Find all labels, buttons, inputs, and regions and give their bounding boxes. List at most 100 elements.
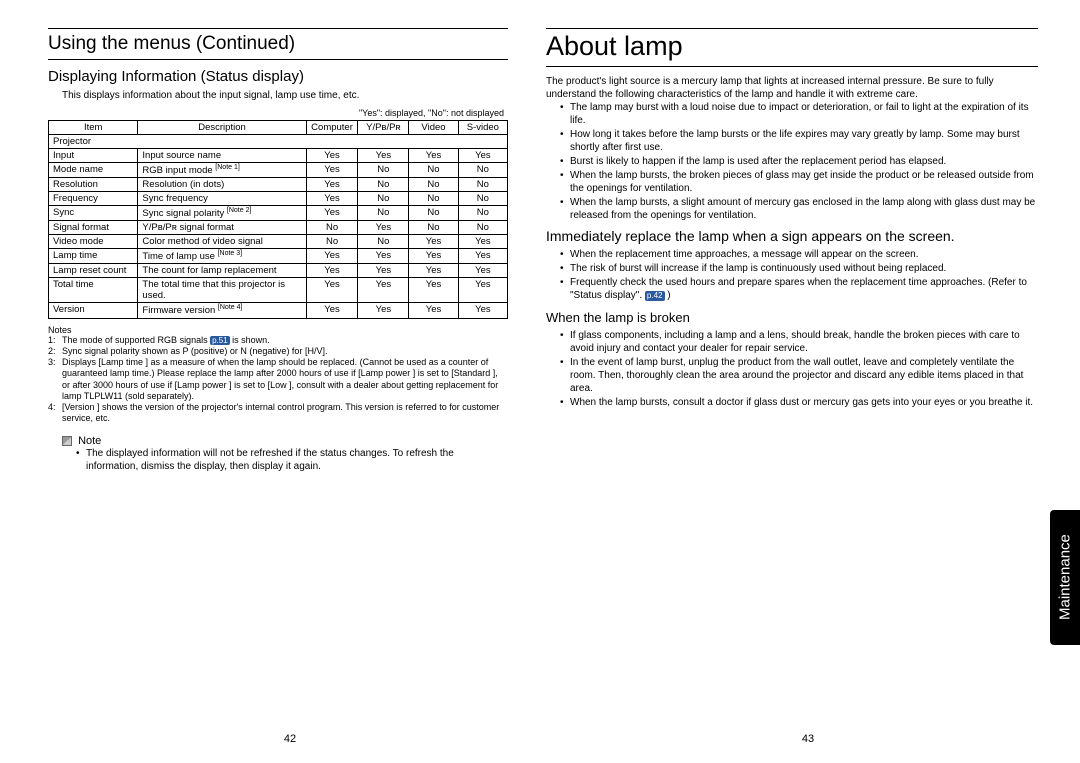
- cell: Y/Pʙ/Pʀ signal format: [138, 221, 306, 235]
- note-item: 1:The mode of supported RGB signals p.51…: [48, 335, 508, 346]
- left-page: Using the menus (Continued) Displaying I…: [48, 28, 538, 474]
- cell: No: [409, 163, 458, 178]
- cell: Sync signal polarity [Note 2]: [138, 206, 306, 221]
- cell: Signal format: [49, 221, 138, 235]
- cell: Video mode: [49, 235, 138, 249]
- note-item: 3:Displays [Lamp time ] as a measure of …: [48, 357, 508, 402]
- cell: Yes: [306, 264, 358, 278]
- cell: Yes: [458, 149, 507, 163]
- cell: Color method of video signal: [138, 235, 306, 249]
- right-sub1: Immediately replace the lamp when a sign…: [546, 228, 1038, 244]
- list-item: The risk of burst will increase if the l…: [560, 262, 1038, 275]
- cell: The count for lamp replacement: [138, 264, 306, 278]
- table-row: Total timeThe total time that this proje…: [49, 278, 508, 303]
- th-video: Video: [409, 121, 458, 135]
- cell: No: [358, 178, 409, 192]
- table-row: SyncSync signal polarity [Note 2]YesNoNo…: [49, 206, 508, 221]
- right-bullets-2: When the replacement time approaches, a …: [546, 248, 1038, 302]
- cell: No: [358, 192, 409, 206]
- cell: Yes: [458, 278, 507, 303]
- th-ypbpr: Y/Pʙ/Pʀ: [358, 121, 409, 135]
- cell: Yes: [306, 149, 358, 163]
- note-heading: Note: [48, 435, 508, 447]
- th-svideo: S-video: [458, 121, 507, 135]
- th-item: Item: [49, 121, 138, 135]
- pagenum-left: 42: [270, 733, 310, 745]
- cell: Mode name: [49, 163, 138, 178]
- note-bullet: The displayed information will not be re…: [76, 447, 508, 473]
- cell: No: [409, 178, 458, 192]
- table-caption: "Yes": displayed, "No": not displayed: [48, 108, 508, 118]
- table-row: FrequencySync frequencyYesNoNoNo: [49, 192, 508, 206]
- cell: Yes: [409, 235, 458, 249]
- cell: Yes: [409, 249, 458, 264]
- cell: Sync frequency: [138, 192, 306, 206]
- cell: RGB input mode [Note 1]: [138, 163, 306, 178]
- page-ref: p.51: [210, 336, 230, 346]
- note-item: 2:Sync signal polarity shown as P (posit…: [48, 346, 508, 357]
- cell: Yes: [358, 264, 409, 278]
- cell: No: [358, 206, 409, 221]
- cell: Resolution (in dots): [138, 178, 306, 192]
- right-bullets-3: If glass components, including a lamp an…: [546, 329, 1038, 409]
- cell: No: [458, 178, 507, 192]
- cell: Firmware version [Note 4]: [138, 303, 306, 318]
- note-label: Note: [78, 435, 101, 447]
- list-item: Burst is likely to happen if the lamp is…: [560, 155, 1038, 168]
- table-row: Signal formatY/Pʙ/Pʀ signal formatNoYesN…: [49, 221, 508, 235]
- left-intro: This displays information about the inpu…: [48, 89, 508, 102]
- cell: Yes: [306, 163, 358, 178]
- cell: No: [458, 206, 507, 221]
- cell: Yes: [306, 178, 358, 192]
- list-item: When the lamp bursts, consult a doctor i…: [560, 396, 1038, 409]
- cell: Yes: [358, 303, 409, 318]
- cell: Frequency: [49, 192, 138, 206]
- table-row: VersionFirmware version [Note 4]YesYesYe…: [49, 303, 508, 318]
- cell: No: [358, 235, 409, 249]
- list-item: When the lamp bursts, a slight amount of…: [560, 196, 1038, 222]
- table-row: Lamp reset countThe count for lamp repla…: [49, 264, 508, 278]
- cell: Yes: [409, 264, 458, 278]
- list-item: When the lamp bursts, the broken pieces …: [560, 169, 1038, 195]
- cell: Yes: [409, 303, 458, 318]
- cell: Yes: [409, 278, 458, 303]
- list-item: When the replacement time approaches, a …: [560, 248, 1038, 261]
- cell: Lamp reset count: [49, 264, 138, 278]
- cell: Yes: [306, 192, 358, 206]
- pagenum-right: 43: [788, 733, 828, 745]
- right-sub2: When the lamp is broken: [546, 310, 1038, 325]
- table-row: ResolutionResolution (in dots)YesNoNoNo: [49, 178, 508, 192]
- cell: No: [306, 221, 358, 235]
- table-row: Projector: [49, 135, 508, 149]
- status-table: Item Description Computer Y/Pʙ/Pʀ Video …: [48, 120, 508, 319]
- right-bullets-1: The lamp may burst with a loud noise due…: [546, 101, 1038, 222]
- cell: Yes: [458, 249, 507, 264]
- notes-label: Notes: [48, 325, 508, 335]
- cell: Yes: [458, 264, 507, 278]
- right-intro: The product's light source is a mercury …: [546, 75, 1038, 101]
- list-item: The lamp may burst with a loud noise due…: [560, 101, 1038, 127]
- cell: The total time that this projector is us…: [138, 278, 306, 303]
- cell: Input source name: [138, 149, 306, 163]
- th-computer: Computer: [306, 121, 358, 135]
- cell: Yes: [306, 303, 358, 318]
- list-item: Frequently check the used hours and prep…: [560, 276, 1038, 302]
- list-item: If glass components, including a lamp an…: [560, 329, 1038, 355]
- note-icon: [62, 436, 72, 446]
- cell: Lamp time: [49, 249, 138, 264]
- section-tab: Maintenance: [1050, 510, 1080, 645]
- cell: No: [409, 221, 458, 235]
- cell: Yes: [358, 278, 409, 303]
- cell: No: [458, 221, 507, 235]
- page-ref: p.42: [645, 291, 665, 301]
- cell: Yes: [458, 303, 507, 318]
- cell: Yes: [358, 221, 409, 235]
- table-row: Lamp timeTime of lamp use [Note 3]YesYes…: [49, 249, 508, 264]
- cell: No: [358, 163, 409, 178]
- cell: No: [458, 163, 507, 178]
- right-page: About lamp The product's light source is…: [538, 28, 1038, 474]
- left-heading: Using the menus (Continued): [48, 28, 508, 60]
- cell: Total time: [49, 278, 138, 303]
- cell: Input: [49, 149, 138, 163]
- cell: Yes: [306, 249, 358, 264]
